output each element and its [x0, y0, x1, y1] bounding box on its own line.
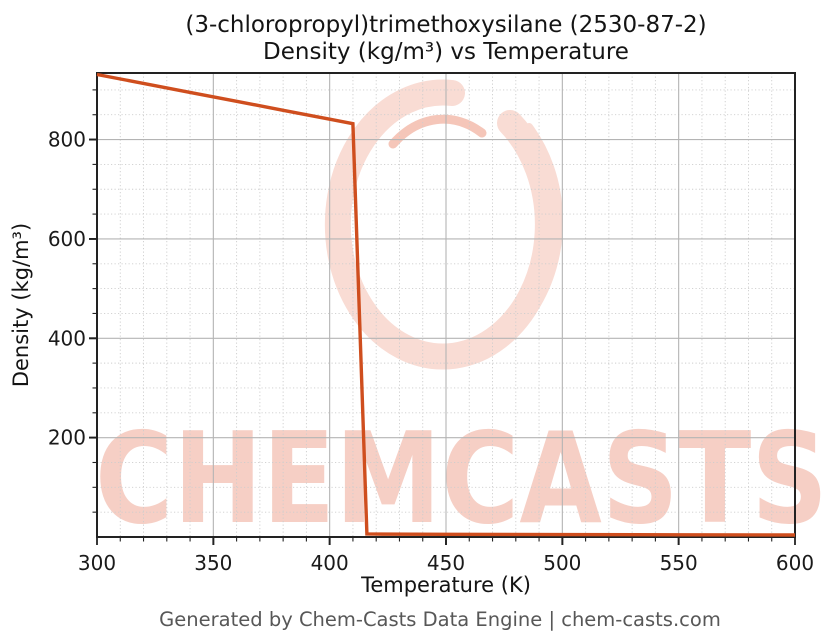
series-lines: [96, 72, 796, 537]
y-tick-label: 200: [48, 426, 86, 450]
x-tick-label: 550: [660, 551, 698, 575]
logo-outer-arc: [525, 123, 563, 313]
watermark: CHEMCASTS: [95, 79, 828, 552]
axis-ticks: [89, 89, 796, 545]
y-axis-label: Density (kg/m³): [9, 223, 33, 387]
y-tick-label: 600: [48, 227, 86, 251]
grid-major: [97, 73, 795, 537]
x-tick-label: 450: [427, 551, 465, 575]
x-tick-label: 400: [311, 551, 349, 575]
x-tick-label: 500: [543, 551, 581, 575]
density-line: [96, 72, 796, 537]
chemcasts-logo-icon: [324, 79, 563, 370]
plot-border: [96, 72, 796, 538]
y-tick-label: 400: [48, 326, 86, 350]
x-axis-label: Temperature (K): [360, 573, 531, 597]
logo-inner-arc: [388, 114, 487, 149]
tick-labels: 300 350 400 450 500 550 600 200 400 600 800: [48, 128, 814, 575]
x-tick-label: 300: [78, 551, 116, 575]
watermark-text: CHEMCASTS: [95, 405, 828, 552]
y-tick-label: 800: [48, 128, 86, 152]
x-tick-label: 600: [776, 551, 814, 575]
chart-title-line2: Density (kg/m³) vs Temperature: [263, 39, 629, 65]
x-tick-label: 350: [194, 551, 232, 575]
logo-main-ring: [324, 79, 561, 370]
footer-attribution: Generated by Chem-Casts Data Engine | ch…: [159, 608, 721, 631]
chart-title-line1: (3-chloropropyl)trimethoxysilane (2530-8…: [185, 12, 706, 38]
